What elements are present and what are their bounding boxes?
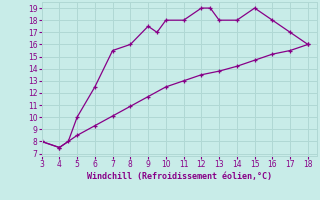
- X-axis label: Windchill (Refroidissement éolien,°C): Windchill (Refroidissement éolien,°C): [87, 172, 272, 181]
